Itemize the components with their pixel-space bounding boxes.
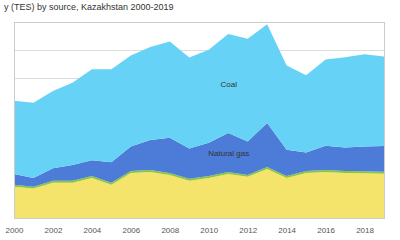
svg-text:2012: 2012 [239, 226, 257, 235]
svg-text:2010: 2010 [200, 226, 218, 235]
svg-text:2018: 2018 [356, 226, 374, 235]
svg-text:2008: 2008 [161, 226, 179, 235]
svg-text:2000: 2000 [6, 226, 24, 235]
svg-text:2014: 2014 [278, 226, 296, 235]
svg-text:2006: 2006 [122, 226, 140, 235]
svg-text:2002: 2002 [45, 226, 63, 235]
svg-text:2004: 2004 [83, 226, 101, 235]
svg-text:Natural gas: Natural gas [208, 149, 249, 158]
html-text:y (TES) by source, Kazakhstan: y (TES) by source, Kazakhstan 2000-2019 [4, 2, 174, 12]
svg-text:2016: 2016 [317, 226, 335, 235]
svg-text:Coal: Coal [220, 80, 237, 89]
